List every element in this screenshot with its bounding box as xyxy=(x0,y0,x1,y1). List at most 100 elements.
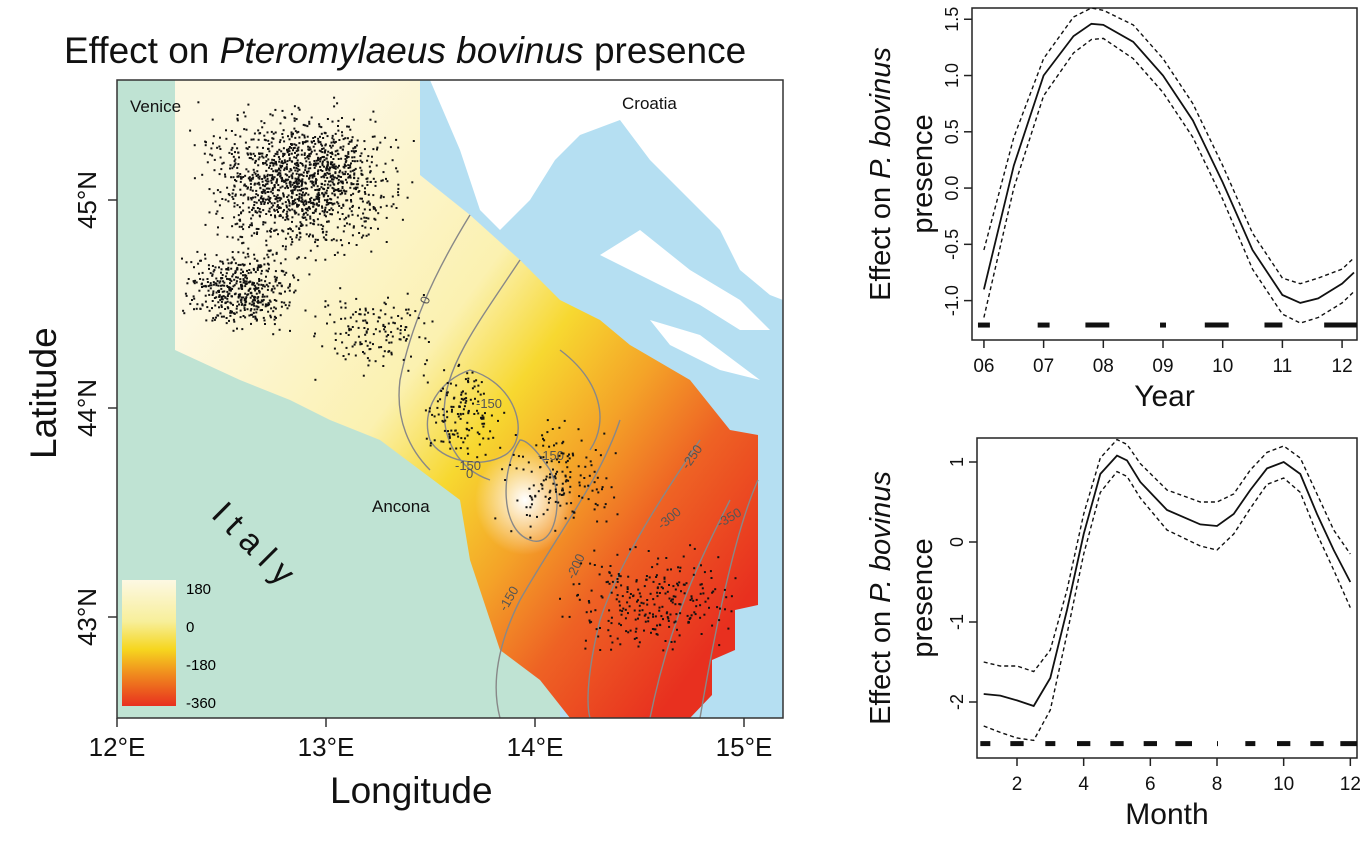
occurrence-point xyxy=(643,614,646,617)
occurrence-point xyxy=(682,555,685,558)
occurrence-point xyxy=(266,177,269,180)
occurrence-point xyxy=(206,161,209,164)
occurrence-point xyxy=(205,319,208,322)
occurrence-point xyxy=(235,282,238,285)
occurrence-point xyxy=(253,302,255,305)
occurrence-point xyxy=(633,609,636,612)
occurrence-point xyxy=(252,152,255,155)
occurrence-point xyxy=(236,147,239,150)
occurrence-point xyxy=(433,415,436,418)
occurrence-point xyxy=(239,188,242,191)
occurrence-point xyxy=(484,453,487,456)
occurrence-point xyxy=(364,309,367,312)
occurrence-point xyxy=(597,491,600,494)
occurrence-point xyxy=(522,468,525,471)
occurrence-point xyxy=(288,301,291,304)
occurrence-point xyxy=(361,200,364,203)
occurrence-point xyxy=(238,303,240,306)
occurrence-point xyxy=(209,153,212,156)
occurrence-point xyxy=(610,591,613,594)
occurrence-point xyxy=(690,614,693,617)
x-tick-label: 07 xyxy=(1033,356,1054,377)
occurrence-point xyxy=(305,218,308,221)
occurrence-point xyxy=(253,295,256,298)
occurrence-point xyxy=(275,252,278,255)
occurrence-point xyxy=(334,132,337,135)
occurrence-point xyxy=(236,172,239,175)
occurrence-point xyxy=(285,204,288,207)
occurrence-point xyxy=(256,267,259,270)
occurrence-point xyxy=(266,262,269,265)
occurrence-point xyxy=(236,117,239,120)
occurrence-point xyxy=(497,419,499,422)
occurrence-point xyxy=(285,182,288,185)
occurrence-point xyxy=(670,641,673,643)
occurrence-point xyxy=(367,200,370,203)
occurrence-point xyxy=(276,153,279,156)
occurrence-point xyxy=(357,326,360,329)
occurrence-point xyxy=(730,610,733,613)
occurrence-point xyxy=(344,358,347,361)
occurrence-point xyxy=(332,165,335,168)
occurrence-point xyxy=(374,218,377,221)
occurrence-point xyxy=(295,167,298,169)
occurrence-point xyxy=(340,176,342,178)
occurrence-point xyxy=(310,116,313,119)
occurrence-point xyxy=(282,192,285,195)
occurrence-point xyxy=(210,147,213,150)
occurrence-point xyxy=(309,200,312,202)
occurrence-point xyxy=(587,484,590,487)
occurrence-point xyxy=(355,188,357,191)
occurrence-point xyxy=(221,162,224,165)
x-tick-label: 10 xyxy=(1212,356,1233,377)
occurrence-point xyxy=(288,200,290,203)
occurrence-point xyxy=(358,232,361,234)
occurrence-point xyxy=(615,586,618,589)
occurrence-point xyxy=(424,409,427,412)
occurrence-point xyxy=(293,188,296,191)
occurrence-point xyxy=(234,193,237,196)
occurrence-point xyxy=(288,157,291,160)
occurrence-point xyxy=(238,219,241,221)
occurrence-point xyxy=(428,410,431,413)
occurrence-point xyxy=(304,166,307,169)
occurrence-point xyxy=(314,136,317,138)
occurrence-point xyxy=(254,211,257,214)
occurrence-point xyxy=(608,609,611,612)
occurrence-point xyxy=(261,126,264,129)
occurrence-point xyxy=(555,483,558,486)
occurrence-point xyxy=(212,270,215,273)
occurrence-point xyxy=(572,583,575,586)
occurrence-point xyxy=(303,152,306,155)
occurrence-point xyxy=(209,272,212,275)
occurrence-point xyxy=(719,607,721,610)
occurrence-point xyxy=(462,412,465,415)
occurrence-point xyxy=(275,181,278,184)
occurrence-point xyxy=(288,204,291,207)
occurrence-point xyxy=(660,586,663,589)
occurrence-point xyxy=(266,180,269,183)
occurrence-point xyxy=(399,338,402,341)
occurrence-point xyxy=(364,340,367,343)
occurrence-point xyxy=(333,96,336,99)
occurrence-point xyxy=(272,132,275,135)
occurrence-point xyxy=(276,173,279,176)
occurrence-point xyxy=(478,433,481,436)
occurrence-point xyxy=(246,152,249,155)
occurrence-point xyxy=(363,208,366,211)
occurrence-point xyxy=(466,421,469,424)
occurrence-point xyxy=(189,302,192,305)
occurrence-point xyxy=(308,273,311,276)
occurrence-point xyxy=(273,259,276,262)
occurrence-point xyxy=(297,204,300,207)
occurrence-point xyxy=(332,138,335,141)
occurrence-point xyxy=(267,187,269,190)
occurrence-point xyxy=(503,411,506,414)
x-tick-label: 12 xyxy=(1332,356,1353,377)
occurrence-point xyxy=(262,284,265,287)
y-axis-label-prefix: Effect on xyxy=(865,179,897,301)
occurrence-point xyxy=(204,253,206,256)
occurrence-point xyxy=(699,616,702,619)
occurrence-point xyxy=(234,272,237,274)
occurrence-point xyxy=(476,431,479,434)
